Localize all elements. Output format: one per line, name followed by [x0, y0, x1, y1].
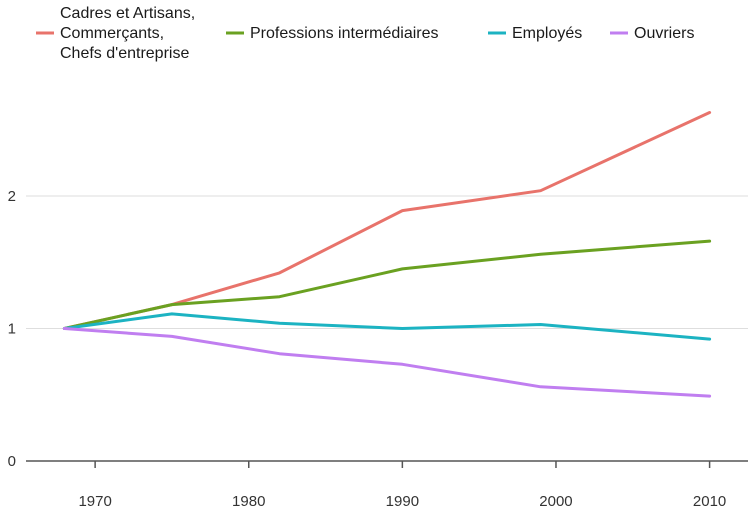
- x-tick-label: 1980: [232, 493, 265, 510]
- series-line-1: [62, 111, 712, 330]
- legend-label: Employés: [512, 25, 582, 42]
- series-lines: [62, 111, 712, 398]
- series-line-2: [62, 239, 712, 330]
- legend-item-4: Ouvriers: [610, 25, 694, 42]
- series-line-3: [62, 312, 712, 341]
- x-tick-label: 1970: [78, 493, 111, 510]
- legend-label: Cadres et Artisans,: [60, 5, 195, 22]
- legend-label: Professions intermédiaires: [250, 25, 439, 42]
- y-tick-label: 2: [8, 188, 16, 205]
- axes: 0 1 2 1970 1980 1990 2000 2010: [8, 188, 748, 510]
- series-line-4: [62, 327, 712, 398]
- legend: Cadres et Artisans, Commerçants, Chefs d'e…: [36, 5, 694, 62]
- legend-item-2: Professions intermédiaires: [226, 25, 439, 42]
- x-tick-label: 1990: [386, 493, 419, 510]
- x-tick-label: 2000: [539, 493, 572, 510]
- x-tick-label: 2010: [693, 493, 726, 510]
- legend-item-3: Employés: [488, 25, 582, 42]
- y-tick-label: 1: [8, 321, 16, 338]
- legend-label: Ouvriers: [634, 25, 694, 42]
- legend-label: Chefs d'entreprise: [60, 45, 189, 62]
- gridlines: [26, 195, 748, 329]
- legend-item-1: Cadres et Artisans, Commerçants, Chefs d'e…: [36, 5, 195, 62]
- legend-label: Commerçants,: [60, 25, 164, 42]
- y-tick-label: 0: [8, 453, 16, 470]
